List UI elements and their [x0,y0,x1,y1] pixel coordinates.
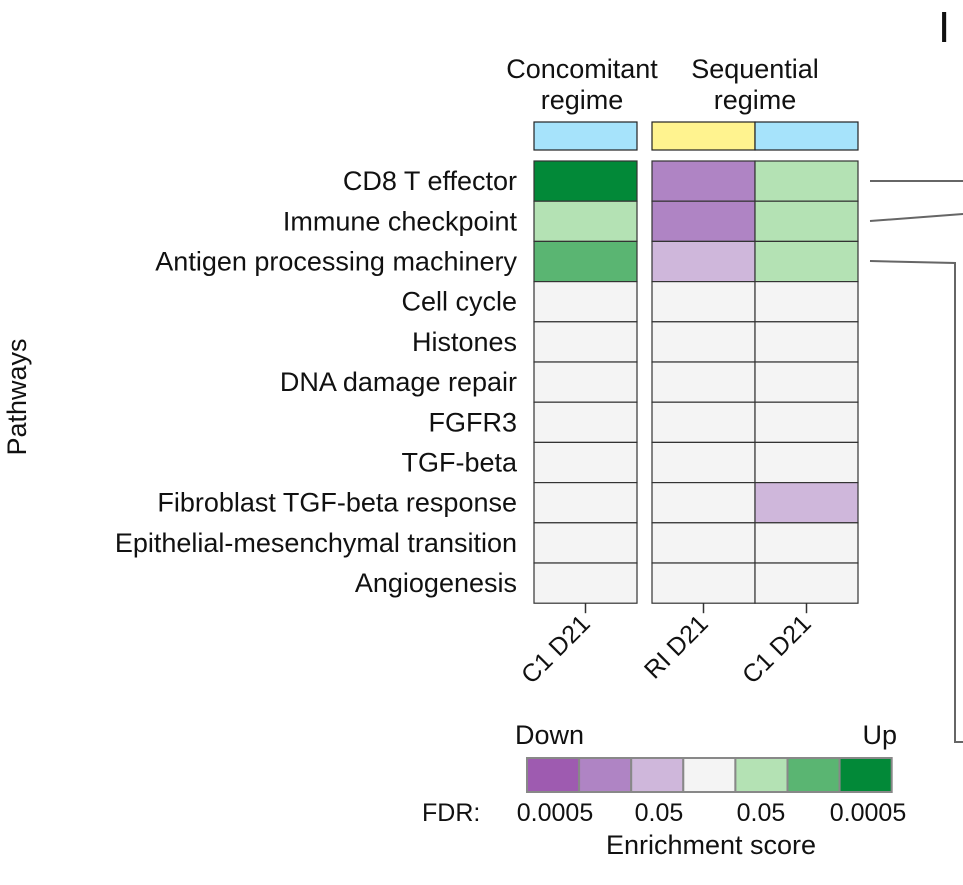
legend-swatch-3 [630,757,685,793]
heatmap-cell-histones-col1 [533,321,638,363]
heatmap-cells [533,160,859,604]
heatmap-cell-dna-damage-repair-col2 [651,361,756,403]
group-label-concomitant-line2: regime [541,85,624,115]
heatmap-cell-cell-cycle-col3 [754,281,859,323]
row-label-epithelial-mesenchymal-transition: Epithelial-mesenchymal transition [115,528,517,558]
row-label-cd8-t-effector: CD8 T effector [343,166,517,196]
row-label-immune-checkpoint: Immune checkpoint [283,206,518,236]
row-label-antigen-processing-machinery: Antigen processing machinery [155,247,517,277]
legend-swatch-6 [786,757,841,793]
legend-swatch-1 [526,757,581,793]
heatmap-cell-cd8-t-effector-col2 [651,160,756,202]
legend-swatch-4 [682,757,737,793]
row-label-tgf-beta: TGF-beta [401,448,518,478]
heatmap-cell-histones-col2 [651,321,756,363]
panel-letter: I [938,3,950,52]
row-label-histones: Histones [412,327,517,357]
heatmap-cell-cell-cycle-col2 [651,281,756,323]
legend-swatch-7 [838,757,893,793]
heatmap-cell-immune-checkpoint-col2 [651,200,756,242]
column-labels: C1 D21 RI D21 C1 D21 [516,603,817,689]
column-label-2: RI D21 [639,610,714,685]
heatmap-cell-fgfr3-col1 [533,401,638,444]
legend-fdr-tick-3: 0.05 [737,799,786,827]
row-label-fibroblast-tgf-beta-response: Fibroblast TGF-beta response [157,488,517,518]
heatmap-cell-angiogenesis-col2 [651,562,756,604]
heatmap-cell-fgfr3-col2 [651,401,756,444]
legend-swatch-2 [578,757,633,793]
legend-fdr-tick-2: 0.05 [635,799,684,827]
legend-low-label: Down [515,720,584,750]
legend-fdr-tick-1: 0.0005 [517,799,593,827]
legend-title: Enrichment score [606,830,816,860]
heatmap-cell-fibroblast-tgf-beta-response-col2 [651,482,756,524]
y-axis-label: Pathways [2,338,32,455]
heatmap-cell-cd8-t-effector-col1 [533,160,638,202]
row-label-fgfr3: FGFR3 [428,407,517,437]
heatmap-cell-angiogenesis-col1 [533,562,638,604]
heatmap-cell-fibroblast-tgf-beta-response-col1 [533,482,638,524]
legend-fdr-tick-4: 0.0005 [830,799,906,827]
heatmap-cell-tgf-beta-col1 [533,441,638,484]
group-label-sequential-line2: regime [714,85,797,115]
heatmap-cell-histones-col3 [754,321,859,363]
heatmap-cell-antigen-processing-machinery-col3 [754,240,859,283]
column-label-1: C1 D21 [516,610,596,690]
heatmap-cell-dna-damage-repair-col1 [533,361,638,403]
heatmap-cell-cd8-t-effector-col3 [754,160,859,202]
heatmap-cell-epithelial-mesenchymal-transition-col2 [651,522,756,564]
connector-line-checkpoint [869,213,963,222]
connector-lines [869,180,963,743]
heatmap-cell-epithelial-mesenchymal-transition-col3 [754,522,859,564]
row-labels: CD8 T effector Immune checkpoint Antigen p… [115,166,518,598]
timepoint-bar-sequential-c1 [754,121,859,151]
legend-swatch-5 [734,757,789,793]
heatmap-cell-epithelial-mesenchymal-transition-col1 [533,522,638,564]
legend-color-scale [526,757,893,793]
heatmap-cell-fibroblast-tgf-beta-response-col3 [754,482,859,524]
connector-line-antigen [869,260,963,743]
legend-fdr-prefix: FDR: [422,799,480,827]
row-label-cell-cycle: Cell cycle [401,287,517,317]
heatmap-cell-antigen-processing-machinery-col2 [651,240,756,283]
heatmap-cell-tgf-beta-col3 [754,441,859,484]
row-label-angiogenesis: Angiogenesis [355,568,517,598]
heatmap-cell-immune-checkpoint-col1 [533,200,638,242]
heatmap-cell-antigen-processing-machinery-col1 [533,240,638,283]
heatmap-cell-cell-cycle-col1 [533,281,638,323]
heatmap-cell-tgf-beta-col2 [651,441,756,484]
legend-high-label: Up [862,720,897,750]
heatmap-cell-angiogenesis-col3 [754,562,859,604]
heatmap-cell-fgfr3-col3 [754,401,859,444]
timepoint-bar-sequential-ri [651,121,756,151]
heatmap-cell-dna-damage-repair-col3 [754,361,859,403]
timepoint-bar-concomitant-c1 [533,121,638,151]
heatmap-cell-immune-checkpoint-col3 [754,200,859,242]
row-label-dna-damage-repair: DNA damage repair [280,367,517,397]
column-label-3: C1 D21 [737,610,817,690]
group-label-concomitant-line1: Concomitant [506,54,658,84]
group-label-sequential-line1: Sequential [691,54,819,84]
